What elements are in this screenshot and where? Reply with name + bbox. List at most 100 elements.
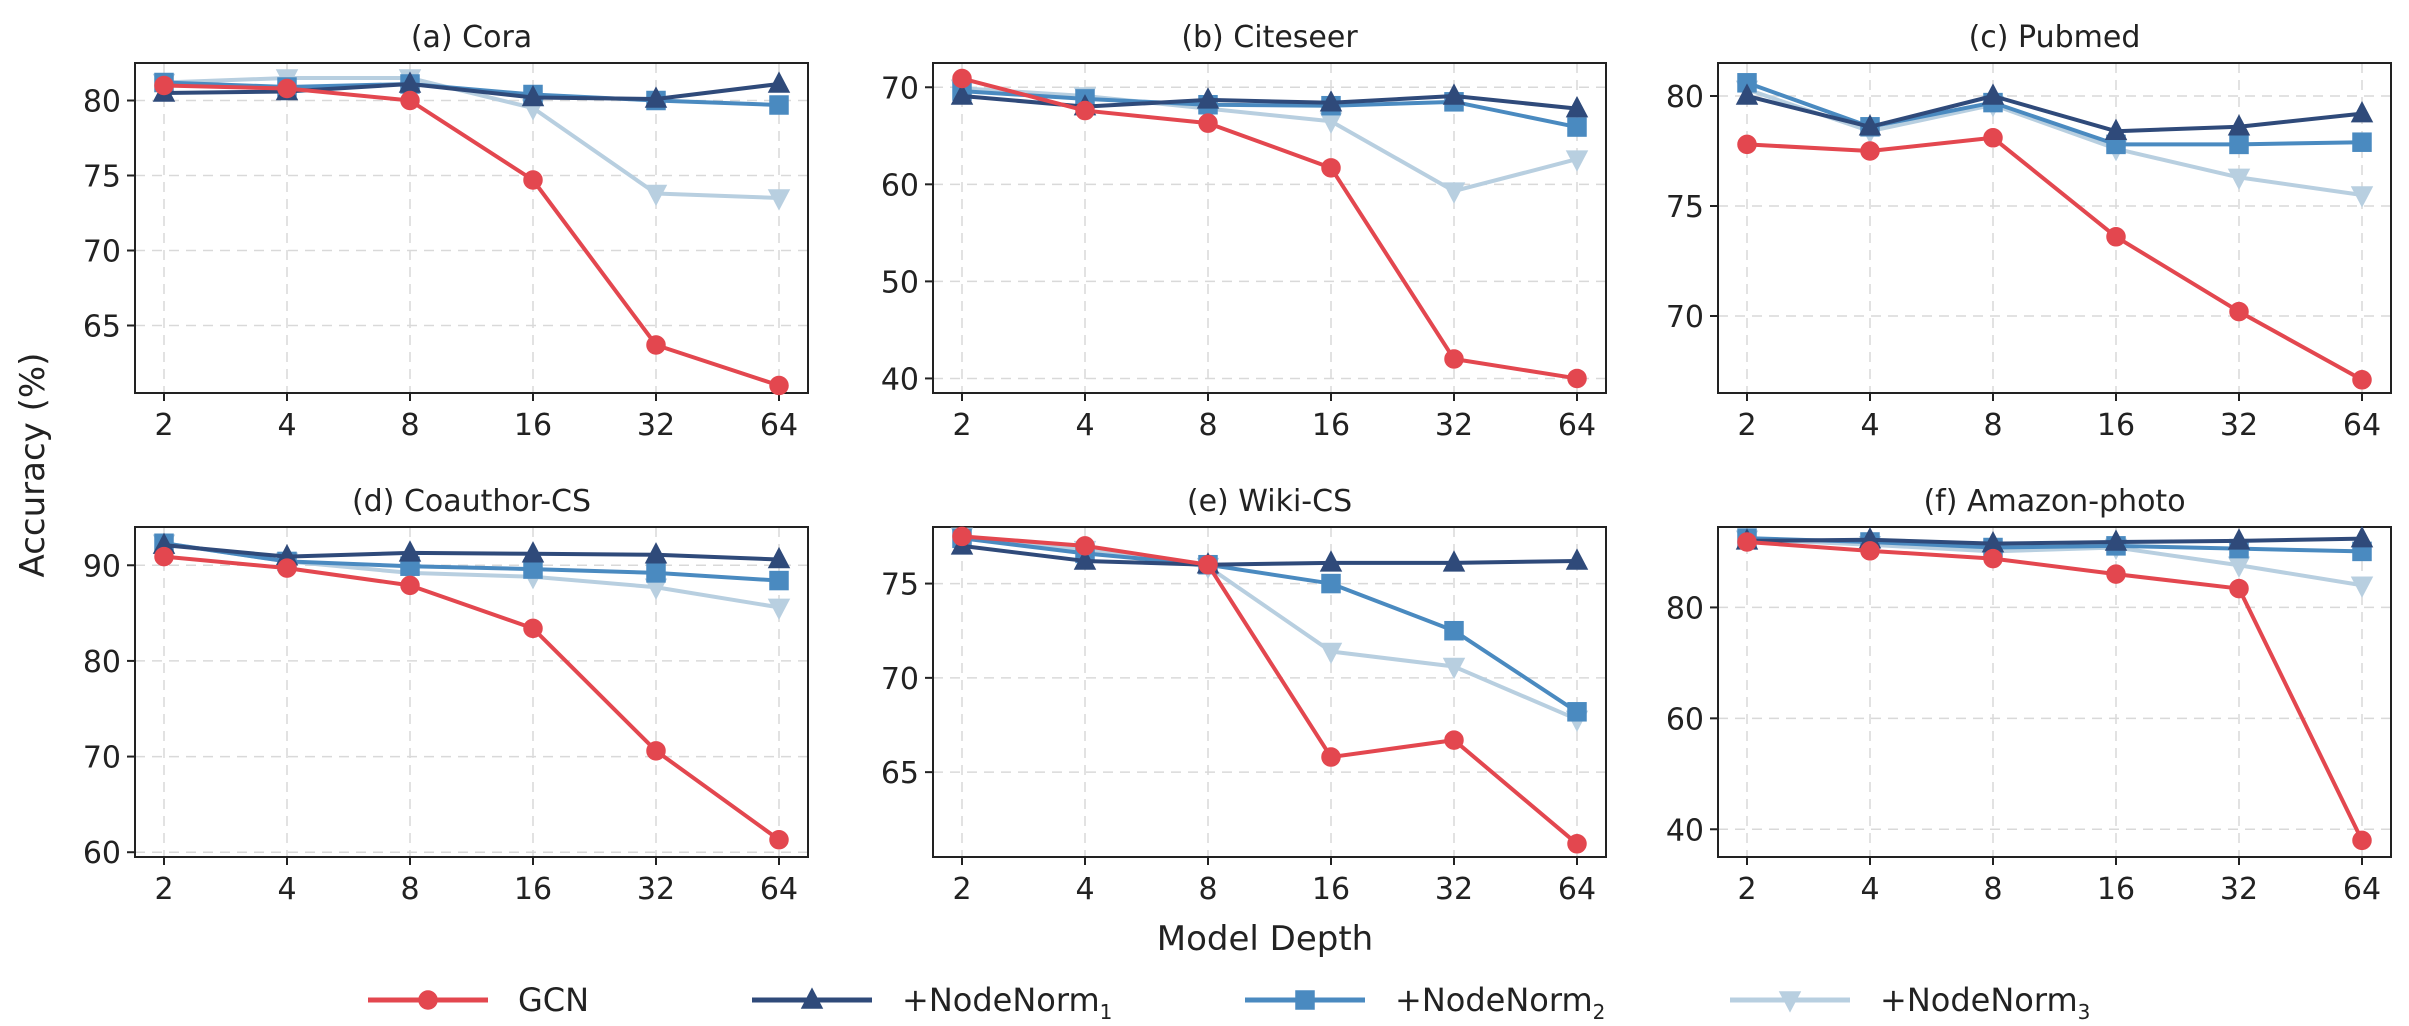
data-point [767, 598, 791, 620]
series-line [961, 534, 1578, 722]
x-tick-label: 4 [277, 872, 296, 907]
data-point [646, 563, 666, 583]
data-point [2350, 186, 2374, 208]
series-GCN [154, 75, 789, 396]
data-point [277, 78, 297, 99]
subplot-2: (b) Citeseer 2 4 8 16 32 64 40 50 60 70 [881, 20, 1607, 443]
series-GCN [1737, 128, 2372, 390]
data-point [1442, 182, 1466, 204]
series-line [1746, 80, 2363, 147]
data-point [952, 68, 972, 89]
series-NodeNorm2 [952, 81, 1587, 137]
y-tick-label: 80 [83, 645, 121, 680]
data-point [521, 84, 545, 107]
y-tick-label: 75 [83, 160, 121, 195]
series-line [961, 76, 1578, 381]
data-point [1319, 90, 1343, 112]
legend-label: +NodeNorm1 [902, 981, 1112, 1024]
x-tick-label: 16 [2097, 408, 2135, 443]
data-point [154, 546, 174, 567]
axes-frame [932, 526, 1607, 858]
data-point [1198, 113, 1218, 133]
data-point [2352, 132, 2372, 152]
data-point [1442, 550, 1466, 572]
series-line [1746, 94, 2363, 134]
data-point [2104, 529, 2128, 551]
data-point [1567, 702, 1587, 722]
data-point [1073, 548, 1097, 570]
series-line [1746, 536, 2363, 546]
data-point [2227, 168, 2251, 191]
legend-marker [1778, 991, 1802, 1013]
x-tick-label: 64 [2343, 408, 2381, 443]
data-point [2106, 564, 2126, 584]
data-point [523, 618, 543, 639]
data-point [398, 540, 422, 562]
subplot-6: (f) Amazon-photo 2 4 8 16 32 64 40 60 80 [1666, 484, 2392, 907]
data-point [769, 570, 789, 591]
legend-item-NodeNorm1: +NodeNorm1 [752, 981, 1112, 1024]
subplot-3: (c) Pubmed 2 4 8 16 32 64 70 75 80 [1666, 20, 2392, 443]
data-point [1319, 642, 1343, 665]
series-line [961, 86, 1578, 194]
data-point [400, 575, 420, 596]
data-point [1858, 114, 1882, 136]
series-NodeNorm2 [154, 533, 789, 591]
x-tick-label: 8 [400, 408, 419, 443]
y-tick-label: 40 [881, 362, 919, 397]
grid [135, 63, 808, 393]
data-point [1565, 96, 1589, 118]
x-tick-label: 32 [1435, 408, 1473, 443]
data-point [1319, 112, 1343, 134]
axes-frame [134, 526, 809, 858]
x-tick-label: 2 [1737, 408, 1756, 443]
y-tick-label: 60 [881, 168, 919, 203]
data-point [1319, 550, 1343, 572]
axes-frame [1717, 62, 2392, 394]
x-tick-label: 4 [1860, 872, 1879, 907]
series-GCN [952, 68, 1587, 389]
data-point [1565, 150, 1589, 172]
data-point [1565, 548, 1589, 570]
data-point [1735, 83, 1759, 105]
data-point [1444, 349, 1464, 369]
y-tick-label: 65 [83, 310, 121, 345]
data-point [952, 526, 972, 547]
data-point [1321, 573, 1341, 594]
x-tick-label: 2 [952, 872, 971, 907]
legend-item-NodeNorm3: +NodeNorm3 [1730, 981, 2090, 1024]
data-point [2104, 118, 2128, 140]
subplot-title: (c) Pubmed [1969, 20, 2141, 55]
data-point [767, 546, 791, 569]
x-tick-label: 32 [637, 408, 675, 443]
series-NodeNorm1 [1735, 83, 2374, 140]
data-point [1321, 158, 1341, 178]
y-axis-label: Accuracy (%) [13, 353, 53, 578]
subplot-4: (d) Coauthor-CS 2 4 8 16 32 64 60 70 80 90 [83, 484, 809, 907]
data-point [2229, 301, 2249, 322]
y-tick-label: 70 [1666, 300, 1704, 335]
subplot-title: (d) Coauthor-CS [352, 484, 591, 519]
data-point [769, 95, 789, 115]
y-tick-label: 70 [83, 235, 121, 270]
x-tick-label: 8 [400, 872, 419, 907]
legend-label: +NodeNorm2 [1395, 981, 1605, 1024]
series-NodeNorm1 [950, 533, 1589, 574]
data-point [769, 375, 789, 396]
axes-frame [1717, 526, 2392, 858]
x-axis-label: Model Depth [1157, 919, 1373, 959]
data-point [1737, 134, 1757, 155]
data-point [769, 830, 789, 850]
x-tick-label: 8 [1983, 872, 2002, 907]
y-tick-label: 50 [881, 265, 919, 300]
data-point [2350, 576, 2374, 598]
data-point [523, 559, 543, 579]
legend-marker [418, 990, 438, 1010]
series-NodeNorm1 [152, 532, 791, 569]
y-tick-label: 75 [881, 568, 919, 603]
legend-item-NodeNorm2: +NodeNorm2 [1245, 981, 1605, 1024]
series-line [961, 89, 1578, 130]
data-point [1198, 554, 1218, 575]
y-tick-label: 80 [1666, 80, 1704, 115]
y-tick-label: 90 [83, 549, 121, 584]
